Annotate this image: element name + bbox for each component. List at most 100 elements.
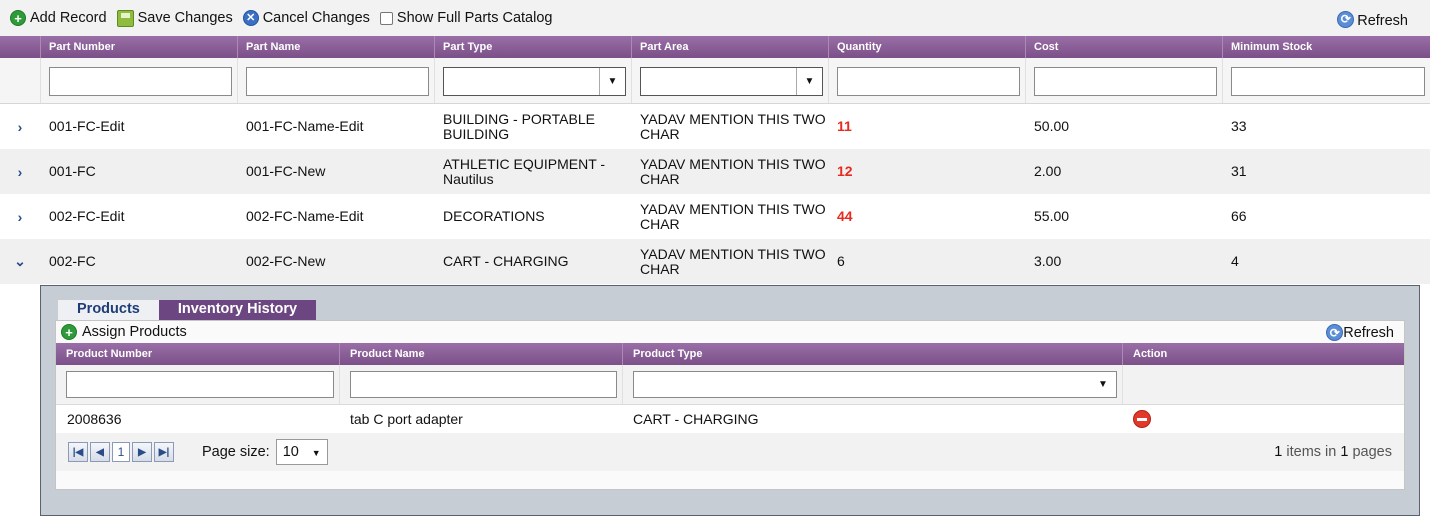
save-changes-button[interactable]: Save Changes xyxy=(116,9,233,27)
first-page-icon[interactable]: |◀ xyxy=(68,442,88,462)
items-count: 1 xyxy=(1274,444,1283,460)
products-toolbar: + Assign Products xyxy=(56,321,1404,343)
cell-quantity: 6 xyxy=(837,253,845,269)
filter-cell-part-name xyxy=(237,58,434,103)
filter-cost-input[interactable] xyxy=(1034,67,1217,96)
table-row[interactable]: 2008636 tab C port adapter CART - CHARGI… xyxy=(56,405,1404,433)
save-icon xyxy=(116,9,134,27)
filter-part-name-input[interactable] xyxy=(246,67,429,96)
column-header-quantity[interactable]: Quantity xyxy=(828,36,1025,58)
filter-minimum-stock-input[interactable] xyxy=(1231,67,1425,96)
filter-cell-quantity xyxy=(828,58,1025,103)
caret-down-icon[interactable]: ▼ xyxy=(599,68,625,95)
previous-page-icon[interactable]: ◀ xyxy=(90,442,110,462)
page-number-button[interactable]: 1 xyxy=(112,442,130,462)
page-size-label: Page size: xyxy=(202,444,270,460)
refresh-label: Refresh xyxy=(1357,13,1408,29)
pages-text: pages xyxy=(1352,444,1392,460)
filter-cell-part-area: ▼ xyxy=(631,58,828,103)
caret-down-icon[interactable]: ▼ xyxy=(796,68,822,95)
filter-cell-product-name xyxy=(339,365,622,404)
cell-part-type: DECORATIONS xyxy=(443,208,545,224)
cell-quantity: 12 xyxy=(837,163,853,179)
tab-products[interactable]: Products xyxy=(58,300,159,320)
remove-icon[interactable] xyxy=(1133,410,1151,428)
table-row[interactable]: ⌄ 002-FC 002-FC-New CART - CHARGING YADA… xyxy=(0,239,1430,284)
next-page-icon[interactable]: ▶ xyxy=(132,442,152,462)
products-refresh-label: Refresh xyxy=(1343,324,1394,341)
filter-product-number-input[interactable] xyxy=(66,371,334,398)
column-header-part-area[interactable]: Part Area xyxy=(631,36,828,58)
filter-part-area-select[interactable]: ▼ xyxy=(640,67,823,96)
expand-row-icon[interactable]: › xyxy=(17,208,23,225)
last-page-icon[interactable]: ▶| xyxy=(154,442,174,462)
page-size-value: 10 xyxy=(282,444,299,460)
tab-inventory-history[interactable]: Inventory History xyxy=(158,300,317,320)
cell-quantity: 44 xyxy=(837,208,853,224)
page-size-select[interactable]: 10 ▼ xyxy=(275,439,328,465)
cell-quantity: 11 xyxy=(837,118,852,134)
cell-part-type: BUILDING - PORTABLE BUILDING xyxy=(443,110,595,142)
cell-cost: 2.00 xyxy=(1034,163,1062,179)
filter-cell-action xyxy=(1122,365,1404,404)
table-row[interactable]: › 002-FC-Edit 002-FC-Name-Edit DECORATIO… xyxy=(0,194,1430,239)
table-row[interactable]: › 001-FC-Edit 001-FC-Name-Edit BUILDING … xyxy=(0,104,1430,149)
filter-part-number-input[interactable] xyxy=(49,67,232,96)
add-icon: + xyxy=(10,10,26,26)
products-panel: + Assign Products ⟳ Refresh Product Numb… xyxy=(55,320,1405,490)
refresh-icon: ⟳ xyxy=(1337,10,1355,28)
items-text: items in xyxy=(1286,444,1337,460)
cell-part-name: 001-FC-Name-Edit xyxy=(246,118,364,134)
column-header-action: Action xyxy=(1122,343,1404,365)
filter-cell-minimum-stock xyxy=(1222,58,1430,103)
filter-product-name-input[interactable] xyxy=(350,371,617,398)
cell-part-name: 002-FC-Name-Edit xyxy=(246,208,364,224)
cell-part-area: YADAV MENTION THIS TWO CHAR xyxy=(640,245,826,277)
save-changes-label: Save Changes xyxy=(137,10,233,26)
products-filter-row: ▼ xyxy=(56,365,1404,405)
add-record-button[interactable]: + Add Record xyxy=(10,10,107,26)
show-full-catalog-toggle[interactable]: Show Full Parts Catalog xyxy=(379,10,552,26)
cell-part-number: 002-FC-Edit xyxy=(49,208,125,224)
caret-down-icon[interactable]: ▼ xyxy=(1098,379,1108,390)
column-header-product-name[interactable]: Product Name xyxy=(339,343,622,365)
cell-product-name: tab C port adapter xyxy=(350,410,463,427)
column-header-part-number[interactable]: Part Number xyxy=(40,36,237,58)
column-header-part-name[interactable]: Part Name xyxy=(237,36,434,58)
filter-cell-product-number xyxy=(56,365,339,404)
expand-column-header xyxy=(0,36,40,58)
cell-cost: 55.00 xyxy=(1034,208,1070,224)
column-header-product-type[interactable]: Product Type xyxy=(622,343,1122,365)
products-grid-header: Product Number Product Name Product Type… xyxy=(56,343,1404,365)
table-row[interactable]: › 001-FC 001-FC-New ATHLETIC EQUIPMENT -… xyxy=(0,149,1430,194)
detail-panel: Products Inventory History + Assign Prod… xyxy=(40,285,1420,516)
filter-cell-product-type: ▼ xyxy=(622,365,1122,404)
refresh-button[interactable]: ⟳ Refresh xyxy=(1337,9,1408,29)
cell-minimum-stock: 33 xyxy=(1231,118,1247,134)
assign-products-label: Assign Products xyxy=(82,324,187,340)
show-full-catalog-checkbox[interactable] xyxy=(379,11,393,25)
filter-row: ▼ ▼ xyxy=(0,58,1430,104)
expand-row-icon[interactable]: › xyxy=(17,118,23,135)
column-header-cost[interactable]: Cost xyxy=(1025,36,1222,58)
cell-part-area: YADAV MENTION THIS TWO CHAR xyxy=(640,110,826,142)
filter-cell-part-number xyxy=(40,58,237,103)
pager-info: 1 items in 1 pages xyxy=(1274,444,1392,460)
pages-count: 1 xyxy=(1340,444,1349,460)
cell-part-type: ATHLETIC EQUIPMENT - Nautilus xyxy=(443,155,606,187)
expand-row-icon[interactable]: › xyxy=(17,163,23,180)
collapse-row-icon[interactable]: ⌄ xyxy=(14,253,26,269)
filter-product-type-select[interactable]: ▼ xyxy=(633,371,1117,398)
caret-down-icon[interactable]: ▼ xyxy=(311,448,321,458)
add-record-label: Add Record xyxy=(30,10,107,26)
filter-part-type-select[interactable]: ▼ xyxy=(443,67,626,96)
add-icon: + xyxy=(61,324,77,340)
column-header-minimum-stock[interactable]: Minimum Stock xyxy=(1222,36,1430,58)
products-refresh-button[interactable]: ⟳ Refresh xyxy=(1326,324,1394,341)
filter-quantity-input[interactable] xyxy=(837,67,1020,96)
column-header-part-type[interactable]: Part Type xyxy=(434,36,631,58)
cancel-changes-button[interactable]: ✕ Cancel Changes xyxy=(242,10,370,26)
assign-products-button[interactable]: + Assign Products xyxy=(61,324,187,340)
toolbar: + Add Record Save Changes ✕ Cancel Chang… xyxy=(0,0,1430,36)
column-header-product-number[interactable]: Product Number xyxy=(66,348,153,360)
